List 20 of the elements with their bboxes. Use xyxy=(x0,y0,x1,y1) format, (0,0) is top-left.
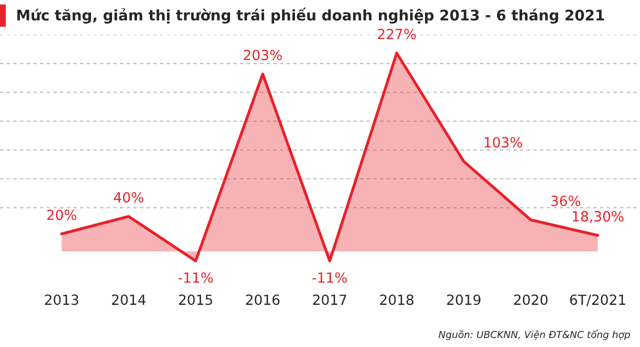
x-tick-label: 2015 xyxy=(179,294,212,306)
x-tick-label: 2019 xyxy=(447,294,480,306)
x-tick-label: 6T/2021 xyxy=(570,294,626,306)
data-label: 20% xyxy=(47,210,76,220)
data-label: 40% xyxy=(114,192,144,203)
data-label: -11% xyxy=(178,272,213,283)
x-tick-label: 2016 xyxy=(246,294,280,306)
x-tick-label: 2013 xyxy=(45,294,78,306)
chart-title: Mức tăng, giảm thị trường trái phiếu doanh nghiệp 2013 - 6 tháng 2021 xyxy=(17,8,604,24)
data-label: 18,30% xyxy=(572,211,624,223)
x-tick-label: 2020 xyxy=(514,294,548,306)
data-label: 227% xyxy=(378,28,416,40)
text: Nguồn: UBCKNN, Viện ĐT&NC tổng hợp xyxy=(438,330,630,340)
data-label: 103% xyxy=(484,137,522,148)
x-tick-label: 2017 xyxy=(313,294,346,306)
data-label: 36% xyxy=(551,196,580,206)
data-label: 203% xyxy=(244,50,282,60)
data-label: -11% xyxy=(312,272,347,283)
x-tick-label: 2018 xyxy=(380,294,414,306)
x-tick-label: 2014 xyxy=(112,294,146,306)
